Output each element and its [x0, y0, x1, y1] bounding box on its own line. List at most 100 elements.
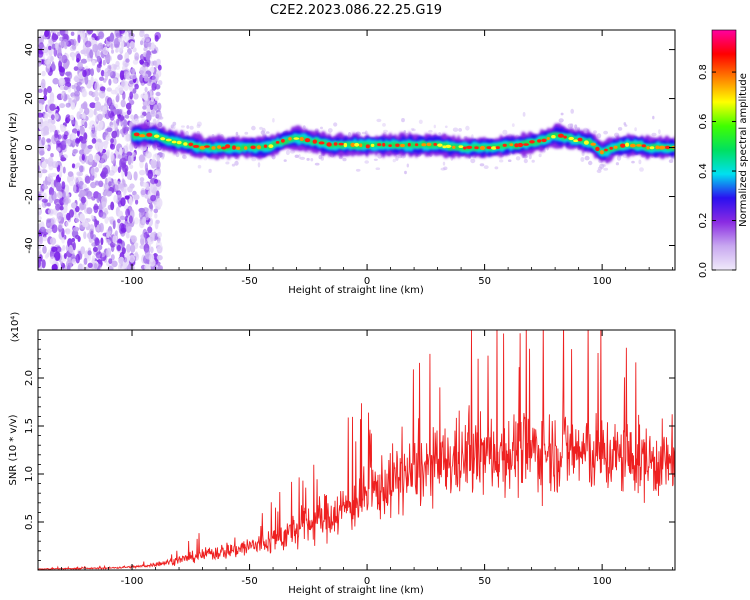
spectrogram-halo-cell: [342, 157, 347, 162]
spectrogram-noise-cell: [62, 197, 69, 205]
spectrogram-noise-cell: [157, 64, 162, 71]
spectrogram-noise-cell: [52, 30, 59, 34]
spectrogram-noise-cell: [38, 215, 42, 221]
spectrogram-noise-cell: [56, 212, 63, 220]
spectrogram-noise-cell: [41, 198, 49, 203]
spectrogram-noise-cell: [143, 47, 148, 52]
spectrogram-noise-cell: [79, 202, 87, 210]
spectrogram-noise-cell: [120, 99, 126, 108]
spectrogram-noise-cell: [76, 81, 83, 86]
spectrogram-noise-cell: [71, 52, 75, 61]
spectrogram-noise-cell: [106, 149, 110, 156]
spectrogram-noise-cell: [122, 145, 129, 154]
spectrogram-peak-cell: [359, 143, 363, 147]
spectrogram-halo-cell: [261, 127, 266, 133]
spectrogram-y-axis: -40 -20 0 20 40: [24, 36, 675, 271]
spectrogram-peak-cell: [312, 139, 317, 144]
spectrogram-noise-cell: [128, 215, 133, 224]
spectrogram-noise-cell: [119, 215, 126, 220]
spectrogram-noise-cell: [86, 190, 93, 200]
spectrogram-noise-cell: [47, 122, 53, 129]
spectrogram-peak-cell: [263, 144, 268, 148]
spectrogram-noise-cell: [76, 85, 81, 92]
spectrogram-peak-cell: [514, 143, 519, 148]
spectrogram-noise-cell: [109, 32, 114, 42]
spectrogram-halo-cell: [320, 156, 324, 161]
spectrogram-noise-cell: [131, 235, 138, 243]
spectrogram-x-tick-label: 0: [364, 276, 370, 287]
spectrogram-halo-cell: [208, 168, 212, 173]
spectrogram-peak-cell: [613, 145, 618, 149]
spectrogram-noise-cell: [147, 190, 152, 199]
spectrogram-noise-cell: [125, 231, 130, 239]
spectrogram-x-tick-label: -100: [121, 276, 144, 287]
spectrogram-halo-cell: [310, 158, 314, 162]
spectrogram-halo-cell: [140, 114, 145, 119]
spectrogram-noise-cell: [86, 207, 93, 215]
spectrogram-peak-cell: [221, 146, 227, 150]
spectrogram-noise-cell: [125, 74, 133, 80]
spectrogram-noise-cell: [122, 91, 126, 101]
spectrogram-peak-cell: [388, 144, 392, 148]
spectrogram-noise-cell: [59, 165, 64, 170]
spectrogram-noise-cell: [119, 70, 125, 81]
spectrogram-noise-cell: [97, 244, 103, 251]
colorbar-label: Normalized spectral amplitude: [738, 73, 749, 227]
spectrogram-noise-cell: [127, 186, 133, 193]
spectrogram-peak-cell: [583, 140, 589, 145]
spectrogram-noise-cell: [84, 121, 88, 129]
spectrogram-noise-cell: [50, 172, 57, 177]
spectrogram-noise-cell: [58, 65, 63, 73]
spectrogram-noise-cell: [46, 86, 52, 94]
spectrogram-noise-cell: [91, 138, 97, 144]
spectrogram-halo-cell: [172, 121, 177, 126]
snr-x-axis: -100 -50 0 50 100: [37, 330, 674, 587]
spectrogram-halo-cell: [511, 123, 515, 127]
spectrogram-noise-cell: [117, 54, 123, 61]
spectrogram-noise-cell: [115, 60, 120, 67]
spectrogram-noise-cell: [38, 49, 44, 58]
spectrogram-peak-cell: [165, 138, 172, 142]
spectrogram-peak-cell: [407, 142, 411, 147]
spectrogram-halo-cell: [531, 159, 535, 163]
spectrogram-noise-cell: [75, 205, 80, 213]
spectrogram-noise-cell: [38, 146, 45, 156]
spectrogram-noise-cell: [89, 49, 94, 59]
spectrogram-halo-cell: [299, 156, 306, 160]
spectrogram-noise-cell: [106, 247, 112, 257]
spectrogram-noise-cell: [125, 208, 130, 217]
spectrogram-noise-cell: [111, 130, 118, 139]
spectrogram-halo-cell: [348, 132, 351, 137]
spectrogram-peak-cell: [414, 143, 419, 147]
spectrogram-noise-cell: [124, 62, 128, 68]
spectrogram-noise-cell: [151, 42, 155, 51]
spectrogram-noise-cell: [112, 78, 118, 84]
spectrogram-noise-cell: [106, 69, 113, 77]
spectrogram-halo-cell: [196, 124, 201, 129]
snr-x-tick-label: 100: [593, 576, 612, 587]
spectrogram-noise-cell: [85, 40, 92, 48]
spectrogram-peak-cell: [479, 145, 486, 150]
spectrogram-x-tick-label: 50: [478, 276, 491, 287]
spectrogram-noise-cell: [125, 58, 130, 63]
spectrogram-noise-cell: [110, 138, 114, 144]
spectrogram-noise-cell: [123, 119, 128, 128]
spectrogram-halo-cell: [465, 125, 470, 131]
spectrogram-noise-cell: [116, 244, 121, 251]
spectrogram-peak-cell: [466, 145, 473, 149]
spectrogram-peak-cell: [590, 142, 596, 146]
spectrogram-noise-cell: [74, 75, 80, 82]
spectrogram-peak-cell: [139, 134, 146, 138]
spectrogram-noise-cell: [38, 134, 41, 141]
spectrogram-noise-cell: [80, 103, 88, 110]
spectrogram-halo-cell: [307, 150, 312, 154]
spectrogram-noise-cell: [117, 218, 121, 224]
spectrogram-halo-cell: [285, 150, 290, 156]
spectrogram-noise-cell: [98, 150, 104, 157]
spectrogram-peak-cell: [377, 143, 382, 147]
spectrogram-halo-cell: [603, 130, 608, 135]
spectrogram-noise-cell: [83, 257, 88, 265]
spectrogram-noise-cell: [94, 238, 100, 246]
spectrogram-noise-cell: [120, 227, 128, 233]
spectrogram-noise-cell: [124, 32, 129, 42]
